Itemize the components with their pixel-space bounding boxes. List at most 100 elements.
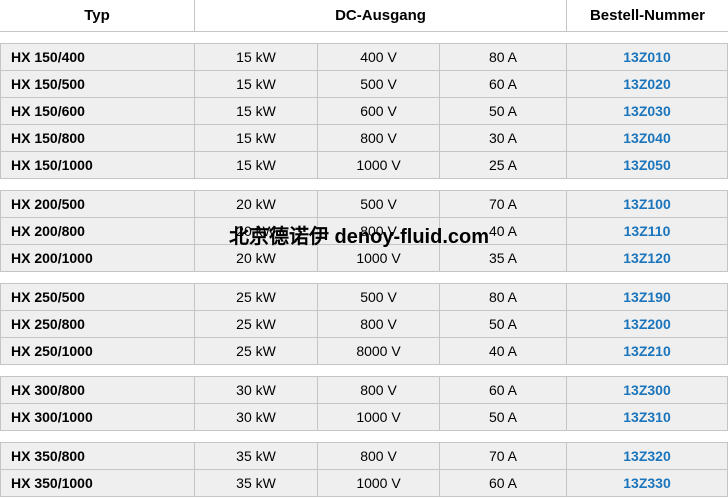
row-group: HX 250/500 25 kW 500 V 80 A 13Z190 HX 25… (0, 283, 728, 365)
typ-cell: HX 300/1000 (1, 404, 195, 431)
order-number-link[interactable]: 13Z310 (567, 404, 728, 431)
typ-cell: HX 150/500 (1, 71, 195, 98)
typ-cell: HX 150/1000 (1, 152, 195, 179)
voltage-cell: 1000 V (318, 404, 440, 431)
typ-cell: HX 200/500 (1, 191, 195, 218)
voltage-cell: 800 V (318, 218, 440, 245)
row-group: HX 150/400 15 kW 400 V 80 A 13Z010 HX 15… (0, 43, 728, 179)
typ-cell: HX 150/400 (1, 44, 195, 71)
voltage-cell: 1000 V (318, 152, 440, 179)
current-cell: 30 A (440, 125, 567, 152)
order-number-link[interactable]: 13Z050 (567, 152, 728, 179)
power-cell: 25 kW (195, 311, 318, 338)
typ-cell: HX 350/800 (1, 443, 195, 470)
table-row: HX 150/500 15 kW 500 V 60 A 13Z020 (0, 71, 728, 98)
order-number-link[interactable]: 13Z030 (567, 98, 728, 125)
order-number-link[interactable]: 13Z300 (567, 377, 728, 404)
order-number-link[interactable]: 13Z320 (567, 443, 728, 470)
row-group: HX 300/800 30 kW 800 V 60 A 13Z300 HX 30… (0, 376, 728, 431)
current-cell: 50 A (440, 98, 567, 125)
voltage-cell: 500 V (318, 71, 440, 98)
voltage-cell: 800 V (318, 125, 440, 152)
power-cell: 30 kW (195, 377, 318, 404)
voltage-cell: 8000 V (318, 338, 440, 365)
current-cell: 80 A (440, 284, 567, 311)
power-cell: 15 kW (195, 125, 318, 152)
power-cell: 15 kW (195, 71, 318, 98)
typ-cell: HX 250/1000 (1, 338, 195, 365)
voltage-cell: 800 V (318, 377, 440, 404)
voltage-cell: 500 V (318, 284, 440, 311)
table-header: Typ DC-Ausgang Bestell-Nummer (0, 0, 728, 32)
voltage-cell: 600 V (318, 98, 440, 125)
order-number-link[interactable]: 13Z200 (567, 311, 728, 338)
voltage-cell: 1000 V (318, 245, 440, 272)
current-cell: 70 A (440, 191, 567, 218)
power-cell: 30 kW (195, 404, 318, 431)
voltage-cell: 400 V (318, 44, 440, 71)
power-cell: 15 kW (195, 152, 318, 179)
order-number-link[interactable]: 13Z330 (567, 470, 728, 497)
table-row: HX 250/500 25 kW 500 V 80 A 13Z190 (0, 284, 728, 311)
typ-cell: HX 350/1000 (1, 470, 195, 497)
current-cell: 80 A (440, 44, 567, 71)
power-cell: 35 kW (195, 443, 318, 470)
table-body: HX 150/400 15 kW 400 V 80 A 13Z010 HX 15… (0, 43, 728, 497)
order-number-link[interactable]: 13Z040 (567, 125, 728, 152)
table-row: HX 300/800 30 kW 800 V 60 A 13Z300 (0, 377, 728, 404)
typ-cell: HX 300/800 (1, 377, 195, 404)
current-cell: 70 A (440, 443, 567, 470)
power-cell: 15 kW (195, 98, 318, 125)
voltage-cell: 800 V (318, 311, 440, 338)
current-cell: 40 A (440, 338, 567, 365)
power-cell: 25 kW (195, 284, 318, 311)
current-cell: 50 A (440, 311, 567, 338)
header-bestell-nummer: Bestell-Nummer (589, 7, 706, 24)
typ-cell: HX 250/800 (1, 311, 195, 338)
current-cell: 40 A (440, 218, 567, 245)
voltage-cell: 800 V (318, 443, 440, 470)
order-number-link[interactable]: 13Z100 (567, 191, 728, 218)
table-row: HX 150/400 15 kW 400 V 80 A 13Z010 (0, 44, 728, 71)
row-group: HX 200/500 20 kW 500 V 70 A 13Z100 HX 20… (0, 190, 728, 272)
power-cell: 20 kW (195, 191, 318, 218)
current-cell: 35 A (440, 245, 567, 272)
current-cell: 25 A (440, 152, 567, 179)
order-number-link[interactable]: 13Z020 (567, 71, 728, 98)
table-row: HX 150/800 15 kW 800 V 30 A 13Z040 (0, 125, 728, 152)
power-cell: 15 kW (195, 44, 318, 71)
order-number-link[interactable]: 13Z210 (567, 338, 728, 365)
power-cell: 20 kW (195, 218, 318, 245)
order-number-link[interactable]: 13Z110 (567, 218, 728, 245)
power-cell: 25 kW (195, 338, 318, 365)
table-row: HX 200/800 20 kW 800 V 40 A 13Z110 (0, 218, 728, 245)
table-row: HX 150/600 15 kW 600 V 50 A 13Z030 (0, 98, 728, 125)
current-cell: 60 A (440, 71, 567, 98)
order-number-link[interactable]: 13Z190 (567, 284, 728, 311)
voltage-cell: 500 V (318, 191, 440, 218)
current-cell: 60 A (440, 377, 567, 404)
table-row: HX 200/500 20 kW 500 V 70 A 13Z100 (0, 191, 728, 218)
header-typ: Typ (0, 0, 195, 31)
table-row: HX 300/1000 30 kW 1000 V 50 A 13Z310 (0, 404, 728, 431)
row-group: HX 350/800 35 kW 800 V 70 A 13Z320 HX 35… (0, 442, 728, 497)
typ-cell: HX 200/1000 (1, 245, 195, 272)
typ-cell: HX 150/600 (1, 98, 195, 125)
typ-cell: HX 250/500 (1, 284, 195, 311)
current-cell: 50 A (440, 404, 567, 431)
table-row: HX 200/1000 20 kW 1000 V 35 A 13Z120 (0, 245, 728, 272)
power-cell: 20 kW (195, 245, 318, 272)
table-row: HX 350/800 35 kW 800 V 70 A 13Z320 (0, 443, 728, 470)
header-dc-ausgang: DC-Ausgang (195, 0, 567, 31)
voltage-cell: 1000 V (318, 470, 440, 497)
order-number-link[interactable]: 13Z120 (567, 245, 728, 272)
current-cell: 60 A (440, 470, 567, 497)
table-row: HX 250/1000 25 kW 8000 V 40 A 13Z210 (0, 338, 728, 365)
power-cell: 35 kW (195, 470, 318, 497)
typ-cell: HX 200/800 (1, 218, 195, 245)
table-row: HX 150/1000 15 kW 1000 V 25 A 13Z050 (0, 152, 728, 179)
table-row: HX 250/800 25 kW 800 V 50 A 13Z200 (0, 311, 728, 338)
order-number-link[interactable]: 13Z010 (567, 44, 728, 71)
typ-cell: HX 150/800 (1, 125, 195, 152)
